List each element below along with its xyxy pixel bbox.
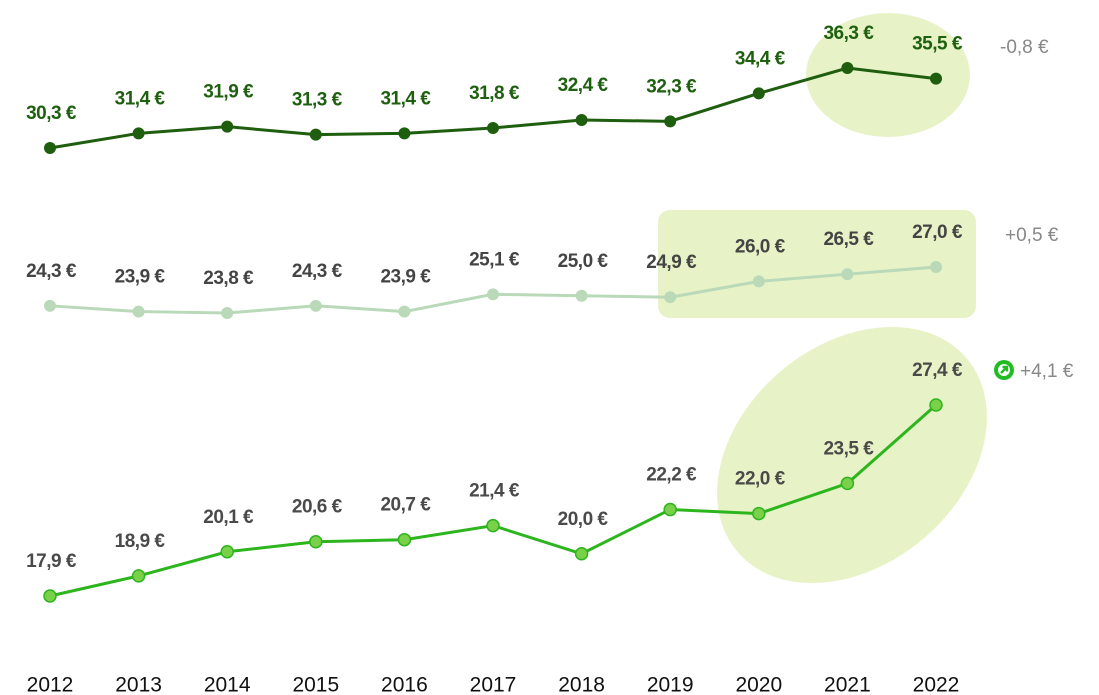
- value-label: 31,8 €: [469, 83, 520, 104]
- point: [398, 305, 411, 318]
- value-label: 24,3 €: [292, 261, 343, 282]
- point: [752, 506, 766, 521]
- annotation: +0,5 €: [1005, 225, 1059, 246]
- x-tick-label: 2020: [735, 674, 782, 695]
- value-label: 32,4 €: [558, 75, 609, 96]
- point: [221, 307, 234, 319]
- value-label: 18,9 €: [115, 531, 166, 552]
- point: [664, 291, 677, 304]
- point: [575, 289, 588, 302]
- point: [841, 62, 854, 74]
- value-label: 22,0 €: [735, 469, 786, 490]
- x-tick-label: 2015: [292, 674, 339, 695]
- value-label: 26,5 €: [823, 229, 874, 250]
- value-label: 31,4 €: [380, 88, 431, 109]
- value-label: 34,4 €: [735, 48, 786, 69]
- point: [309, 299, 322, 312]
- value-label: 25,1 €: [469, 249, 520, 270]
- value-label: 26,0 €: [735, 236, 786, 257]
- point: [930, 261, 942, 273]
- point: [44, 299, 56, 312]
- value-label: 36,3 €: [823, 23, 874, 44]
- value-label: 20,7 €: [380, 495, 431, 516]
- highlight: [717, 326, 987, 584]
- value-label: 30,3 €: [26, 103, 77, 124]
- annotation: +4,1 €: [1020, 361, 1074, 382]
- value-label: 23,9 €: [380, 267, 431, 288]
- x-tick-label: 2016: [381, 674, 428, 695]
- value-label: 23,5 €: [823, 438, 874, 459]
- point: [929, 398, 943, 412]
- x-tick-label: 2022: [913, 674, 960, 695]
- highlight: [806, 13, 970, 137]
- point: [575, 114, 588, 126]
- point: [309, 128, 322, 141]
- point: [221, 120, 234, 133]
- point: [487, 288, 499, 301]
- value-label: 21,4 €: [469, 481, 520, 502]
- point: [663, 502, 677, 517]
- x-tick-label: 2012: [27, 674, 74, 695]
- value-label: 23,8 €: [203, 268, 254, 289]
- value-label: 24,9 €: [646, 252, 697, 273]
- value-label: 20,1 €: [203, 507, 254, 528]
- value-label: 24,3 €: [26, 261, 77, 282]
- series-line: [49, 66, 937, 150]
- x-tick-label: 2021: [824, 674, 871, 695]
- value-label: 20,6 €: [292, 497, 343, 518]
- point: [574, 547, 589, 561]
- value-label: 22,2 €: [646, 465, 697, 486]
- value-label: 20,0 €: [558, 509, 609, 530]
- annotation: -0,8 €: [1000, 37, 1049, 58]
- x-tick-label: 2013: [115, 674, 162, 695]
- x-tick-label: 2014: [204, 674, 251, 695]
- value-label: 32,3 €: [646, 76, 697, 97]
- point: [486, 518, 500, 533]
- point: [664, 115, 677, 128]
- point: [44, 142, 56, 154]
- point: [131, 569, 146, 583]
- point: [752, 275, 765, 288]
- point: [930, 72, 942, 85]
- point: [309, 534, 323, 549]
- value-label: 31,3 €: [292, 90, 343, 111]
- x-tick-label: 2017: [470, 674, 517, 695]
- value-label: 17,9 €: [26, 551, 77, 572]
- point: [487, 122, 499, 134]
- point: [397, 532, 412, 547]
- value-label: 31,4 €: [115, 88, 166, 109]
- point: [752, 87, 765, 100]
- up-icon: [994, 360, 1014, 380]
- x-tick-label: 2019: [647, 674, 694, 695]
- point: [43, 589, 57, 603]
- value-label: 25,0 €: [558, 251, 609, 272]
- highlight: [658, 210, 976, 318]
- point: [398, 127, 411, 140]
- x-tick-label: 2018: [558, 674, 605, 695]
- value-label: 35,5 €: [912, 34, 963, 55]
- point: [132, 305, 145, 318]
- point: [220, 545, 234, 559]
- point: [132, 127, 145, 140]
- value-label: 31,9 €: [203, 82, 254, 103]
- point: [841, 268, 854, 281]
- point: [840, 476, 855, 491]
- value-label: 23,9 €: [115, 267, 166, 288]
- value-label: 27,4 €: [912, 360, 963, 381]
- value-label: 27,0 €: [912, 222, 963, 243]
